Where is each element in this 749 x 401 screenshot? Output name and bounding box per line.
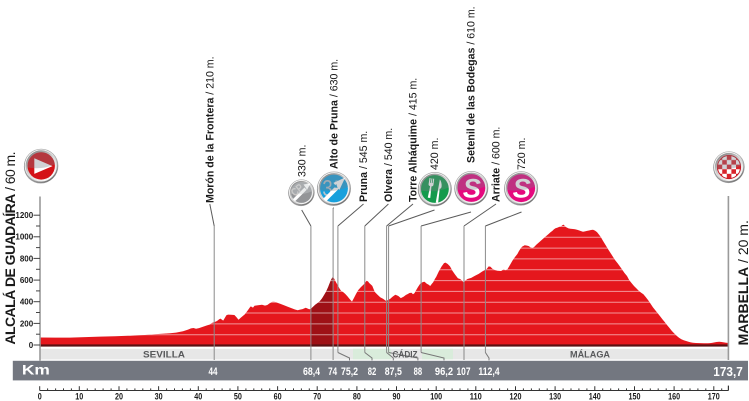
svg-text:80: 80	[353, 390, 361, 401]
svg-text:1200: 1200	[15, 211, 33, 220]
svg-text:800: 800	[20, 254, 34, 263]
svg-text:70: 70	[313, 390, 321, 401]
svg-text:87,5: 87,5	[385, 366, 402, 378]
svg-text:600: 600	[20, 276, 34, 285]
svg-text:Alto de Pruna / 630 m.: Alto de Pruna / 630 m.	[329, 59, 341, 169]
svg-text:82: 82	[368, 366, 377, 378]
svg-text:SEVILLA: SEVILLA	[143, 349, 185, 359]
svg-text:720 m.: 720 m.	[516, 138, 528, 170]
svg-text:0: 0	[38, 390, 42, 401]
svg-text:60: 60	[274, 390, 282, 401]
svg-text:173,7: 173,7	[713, 364, 743, 379]
svg-text:96,2: 96,2	[435, 366, 453, 378]
svg-text:170: 170	[708, 390, 720, 401]
svg-text:40: 40	[194, 390, 202, 401]
svg-text:MARBELLA / 20 m.: MARBELLA / 20 m.	[735, 220, 749, 345]
svg-text:Arriate / 600 m.: Arriate / 600 m.	[491, 127, 503, 202]
svg-text:1000: 1000	[15, 233, 33, 242]
svg-text:90: 90	[393, 390, 401, 401]
svg-text:Olvera / 540 m.: Olvera / 540 m.	[383, 128, 395, 202]
svg-text:75,2: 75,2	[341, 366, 358, 378]
svg-text:150: 150	[629, 390, 641, 401]
svg-text:420 m.: 420 m.	[429, 138, 441, 170]
svg-text:68,4: 68,4	[303, 366, 321, 378]
svg-text:160: 160	[668, 390, 680, 401]
svg-text:200: 200	[20, 319, 34, 328]
svg-text:ALCALÁ DE GUADAÍRA / 60 m.: ALCALÁ DE GUADAÍRA / 60 m.	[2, 152, 18, 345]
svg-text:400: 400	[20, 298, 34, 307]
svg-text:100: 100	[430, 390, 442, 401]
svg-text:112,4: 112,4	[478, 366, 500, 378]
svg-text:Morón de la Frontera / 210 m.: Morón de la Frontera / 210 m.	[204, 56, 216, 203]
svg-text:20: 20	[115, 390, 123, 401]
svg-text:110: 110	[470, 390, 482, 401]
svg-text:30: 30	[155, 390, 163, 401]
svg-text:Pruna / 545 m.: Pruna / 545 m.	[358, 131, 370, 202]
svg-text:Km: Km	[22, 362, 50, 378]
svg-text:MÁLAGA: MÁLAGA	[570, 349, 610, 359]
svg-text:107: 107	[457, 366, 471, 378]
svg-text:0: 0	[29, 341, 34, 350]
svg-text:50: 50	[234, 390, 242, 401]
svg-text:10: 10	[75, 390, 83, 401]
svg-text:Setenil de las Bodegas / 610 m: Setenil de las Bodegas / 610 m.	[466, 6, 478, 163]
svg-text:140: 140	[589, 390, 601, 401]
svg-text:CÁDIZ: CÁDIZ	[393, 349, 418, 359]
svg-text:Torre Alháquime / 415 m.: Torre Alháquime / 415 m.	[408, 78, 420, 202]
svg-text:130: 130	[549, 390, 561, 401]
svg-text:330 m.: 330 m.	[296, 145, 308, 177]
svg-text:44: 44	[209, 366, 219, 378]
svg-text:120: 120	[510, 390, 522, 401]
svg-text:74: 74	[328, 366, 338, 378]
svg-text:88: 88	[414, 366, 423, 378]
